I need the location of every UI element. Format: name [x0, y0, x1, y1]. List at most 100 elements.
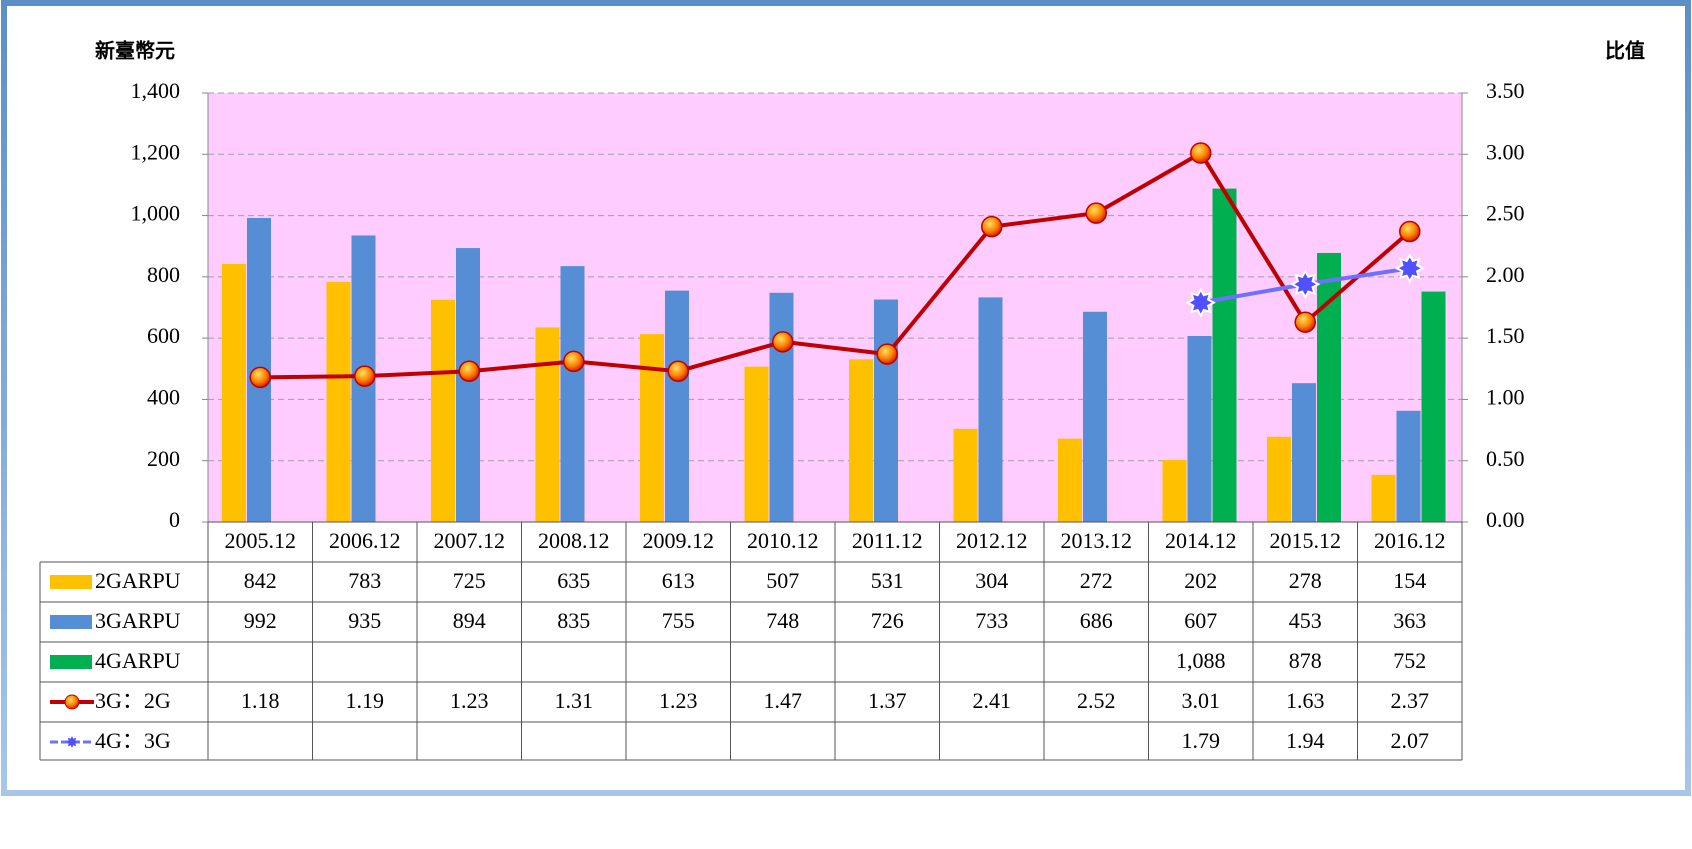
bar	[953, 428, 978, 522]
data-label: 755	[662, 608, 695, 633]
marker	[1185, 287, 1216, 318]
data-label: 3.01	[1182, 688, 1221, 713]
marker	[563, 350, 585, 373]
bar	[1396, 410, 1421, 522]
data-label: 453	[1289, 608, 1322, 633]
data-label: 2.37	[1391, 688, 1430, 713]
y-axis-label: 新臺幣元	[95, 39, 175, 63]
data-label: 613	[662, 568, 695, 593]
x-tick-label: 2010.12	[747, 528, 819, 553]
data-label: 1.23	[659, 688, 698, 713]
bar	[665, 290, 689, 522]
data-label: 1.79	[1182, 728, 1221, 753]
data-label: 842	[244, 568, 277, 593]
data-label: 304	[975, 568, 1008, 593]
bar	[1212, 188, 1237, 522]
bar	[431, 299, 455, 522]
data-label: 783	[348, 568, 381, 593]
data-label: 2.41	[973, 688, 1012, 713]
x-tick-label: 2009.12	[643, 528, 715, 553]
bar	[874, 299, 898, 522]
bar	[535, 327, 560, 522]
bar	[222, 263, 246, 522]
data-label: 2.52	[1077, 688, 1116, 713]
bar	[326, 282, 351, 522]
marker	[1085, 202, 1107, 224]
legend-key	[64, 694, 80, 710]
data-label: 272	[1080, 568, 1113, 593]
marker	[249, 366, 271, 389]
data-label: 992	[244, 608, 277, 633]
data-label: 1.18	[241, 688, 280, 713]
data-label: 1.47	[764, 688, 803, 713]
plot-area	[208, 93, 1462, 522]
bar	[744, 366, 769, 522]
y2-tick-label: 3.50	[1486, 78, 1525, 103]
y-tick-label: 1,000	[131, 201, 181, 226]
legend-label: 3GARPU	[95, 608, 181, 633]
bar	[1187, 335, 1212, 522]
x-tick-label: 2005.12	[225, 528, 297, 553]
data-label: 725	[453, 568, 486, 593]
bar	[640, 334, 664, 522]
line	[260, 150, 1412, 380]
y-tick-label: 1,400	[131, 78, 181, 103]
data-label: 748	[766, 608, 799, 633]
x-tick-label: 2016.12	[1374, 528, 1446, 553]
marker	[1290, 269, 1321, 300]
legend-key	[50, 575, 92, 589]
y-tick-label: 200	[147, 446, 180, 471]
data-label: 607	[1184, 608, 1217, 633]
bar	[769, 292, 794, 522]
y2-tick-label: 2.50	[1486, 201, 1525, 226]
legend-key	[66, 736, 78, 748]
legend-label: 4G：3G	[95, 728, 171, 753]
data-label: 363	[1393, 608, 1426, 633]
x-tick-label: 2012.12	[956, 528, 1028, 553]
data-label: 635	[557, 568, 590, 593]
bar	[1267, 436, 1291, 522]
data-label: 878	[1289, 648, 1322, 673]
data-label: 202	[1184, 568, 1217, 593]
marker	[981, 215, 1003, 238]
bar	[1317, 252, 1341, 522]
data-label: 1.23	[450, 688, 489, 713]
y-tick-label: 600	[147, 323, 180, 348]
bar	[1421, 291, 1446, 522]
data-label: 835	[557, 608, 590, 633]
marker	[1394, 253, 1425, 284]
data-label: 1.31	[555, 688, 594, 713]
bar	[1371, 474, 1396, 522]
marker	[772, 331, 794, 353]
y2-tick-label: 3.00	[1486, 139, 1525, 164]
legend-key	[50, 655, 92, 669]
y2-axis-label: 比值	[1605, 39, 1645, 63]
data-label: 752	[1393, 648, 1426, 673]
marker	[1294, 311, 1316, 333]
marker	[667, 360, 689, 382]
legend-key	[50, 615, 92, 629]
data-label: 1,088	[1176, 648, 1226, 673]
bar	[1083, 311, 1107, 522]
marker	[458, 360, 480, 382]
data-label: 1.19	[346, 688, 385, 713]
y2-tick-label: 1.50	[1486, 323, 1525, 348]
marker	[1190, 142, 1212, 164]
legend-label: 3G：2G	[95, 688, 171, 713]
data-label: 1.63	[1286, 688, 1325, 713]
data-label: 2.07	[1391, 728, 1430, 753]
data-label: 278	[1289, 568, 1322, 593]
legend-label: 2GARPU	[95, 568, 181, 593]
y2-tick-label: 0.00	[1486, 507, 1525, 532]
bar	[1292, 383, 1316, 522]
x-tick-label: 2013.12	[1061, 528, 1133, 553]
y2-tick-label: 1.00	[1486, 384, 1525, 409]
bar	[560, 266, 585, 522]
data-label: 935	[348, 608, 381, 633]
bar	[1162, 460, 1187, 522]
x-tick-label: 2006.12	[329, 528, 401, 553]
data-label: 1.94	[1286, 728, 1325, 753]
bar	[456, 248, 480, 522]
data-label: 531	[871, 568, 904, 593]
